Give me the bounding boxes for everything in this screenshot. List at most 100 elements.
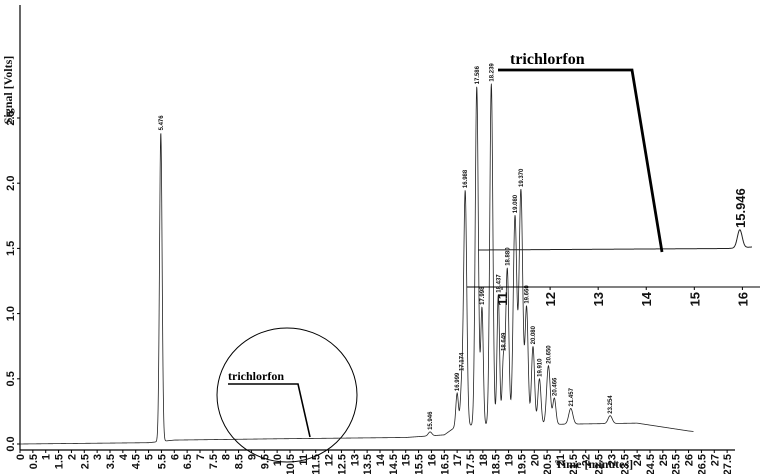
y-axis-title: Signal [Volts] [1,56,15,125]
peak-label: 23.254 [608,395,614,414]
x-tick-label: 12.5 [336,454,348,474]
y-tick-label: 2.0 [5,176,17,191]
inset-tick-label: 11 [495,292,510,306]
x-tick-label: 27.5 [722,454,734,474]
peak-label: 17.586 [475,65,481,84]
x-tick-label: 19 [504,454,516,466]
inset-ticks: 11 12 13 14 15 16 [495,287,750,306]
x-tick-label: 5.5 [156,454,168,469]
x-tick-label: 0.5 [28,454,40,469]
x-tick-label: 4 [118,453,130,460]
x-tick-label: 17.5 [465,454,477,474]
peak-label: 19.080 [513,194,519,213]
x-tick-label: 2 [66,454,78,460]
x-axis-title: Time [minutes] [555,457,633,471]
x-tick-label: 23.5 [619,454,631,474]
x-tick-label: 26.5 [696,454,708,474]
inset-tick-label: 14 [639,291,654,306]
inset-title: trichlorfon [510,51,585,68]
x-tick-label: 7.5 [208,454,220,469]
x-tick-label: 14 [375,453,387,466]
x-tick-label: 2.5 [79,454,91,469]
x-tick-label: 14.5 [388,454,400,474]
x-tick-label: 6 [169,454,181,460]
peak-label: 19.370 [519,168,525,187]
x-tick-label: 7 [195,454,207,460]
y-tick-label: 1.0 [5,306,17,321]
x-tick-label: 1.5 [54,454,66,469]
x-tick-label: 16.5 [439,454,451,474]
x-tick-label: 17 [452,454,464,466]
trichlorfon-label: trichlorfon [228,369,284,383]
x-ticks: 0 0.5 1 1.5 2 2.5 3 3.5 4 4.5 5 5.5 6 6.5 7 7.5 8 8.5 9 9.5… [15,450,734,474]
peak-label: 18.649 [501,332,507,351]
signal-trace [20,83,694,445]
peak-label: 17.174 [460,352,466,371]
x-tick-label: 11.5 [311,454,323,474]
x-tick-label: 19.5 [516,454,528,474]
peak-label: 5.476 [159,115,165,131]
y-tick-label: 0.0 [5,436,17,451]
y-tick-label: 0.5 [5,371,17,386]
peak-label: 20.080 [531,325,537,344]
inset-tick-label: 15 [687,292,702,306]
x-tick-label: 15 [401,454,413,466]
x-tick-label: 18 [478,454,490,466]
peak-label: 18.239 [489,63,495,82]
x-tick-label: 1 [41,454,53,460]
peak-label: 15.946 [428,411,434,430]
x-tick-label: 5 [144,454,156,460]
peak-label: 18.880 [505,247,511,266]
x-tick-label: 21.5 [568,454,580,474]
x-tick-label: 9.5 [259,454,271,469]
inset-tick-label: 13 [591,292,606,306]
inset-trace [478,229,753,251]
peak-label: 21.457 [569,387,575,406]
y-ticks: 0.0 0.5 1.0 1.5 2.0 2.5 [5,110,20,452]
x-tick-label: 20 [529,454,541,466]
x-tick-label: 21 [555,454,567,466]
x-tick-label: 23 [606,454,618,466]
x-tick-label: 20.5 [542,454,554,474]
x-tick-label: 8 [221,454,233,460]
x-tick-label: 24.5 [645,454,657,474]
x-tick-label: 3 [92,454,104,460]
y-tick-label: 2.5 [5,110,17,125]
x-tick-label: 16 [426,454,438,466]
x-tick-label: 12 [324,454,336,466]
x-tick-label: 4.5 [131,454,143,469]
inset-tick-label: 12 [543,292,558,306]
peak-label: 16.999 [455,372,461,391]
x-tick-label: 24 [632,453,644,466]
zoom-circle [216,327,358,463]
x-tick-label: 22.5 [594,454,606,474]
x-tick-label: 13.5 [362,454,374,474]
x-tick-label: 27 [709,454,721,466]
x-tick-label: 10 [272,454,284,466]
peak-label: 19.660 [525,285,531,304]
peak-label: 17.998 [480,286,486,305]
peak-label: 16.988 [463,169,469,188]
x-tick-label: 9 [246,454,258,460]
x-tick-label: 10.5 [285,454,297,474]
x-tick-label: 26 [684,454,696,466]
inset-pointer [498,68,664,253]
y-tick-label: 1.5 [5,241,17,256]
peak-label: 20.466 [552,377,558,396]
x-tick-label: 0 [15,454,27,460]
x-tick-label: 15.5 [414,454,426,474]
x-tick-label: 8.5 [234,454,246,469]
inset-chart: 11 12 13 14 15 16 trichlorfon 15.946 [467,51,760,306]
peak-label: 20.650 [546,345,552,364]
x-tick-label: 3.5 [105,454,117,469]
x-tick-label: 25 [658,454,670,466]
x-tick-label: 18.5 [491,454,503,474]
peak-label: 18.437 [496,274,502,293]
x-tick-label: 6.5 [182,454,194,469]
inset-peak-label: 15.946 [733,188,748,228]
trichlorfon-pointer [228,383,311,438]
inset-tick-label: 16 [735,292,750,306]
x-tick-label: 22 [581,454,593,466]
